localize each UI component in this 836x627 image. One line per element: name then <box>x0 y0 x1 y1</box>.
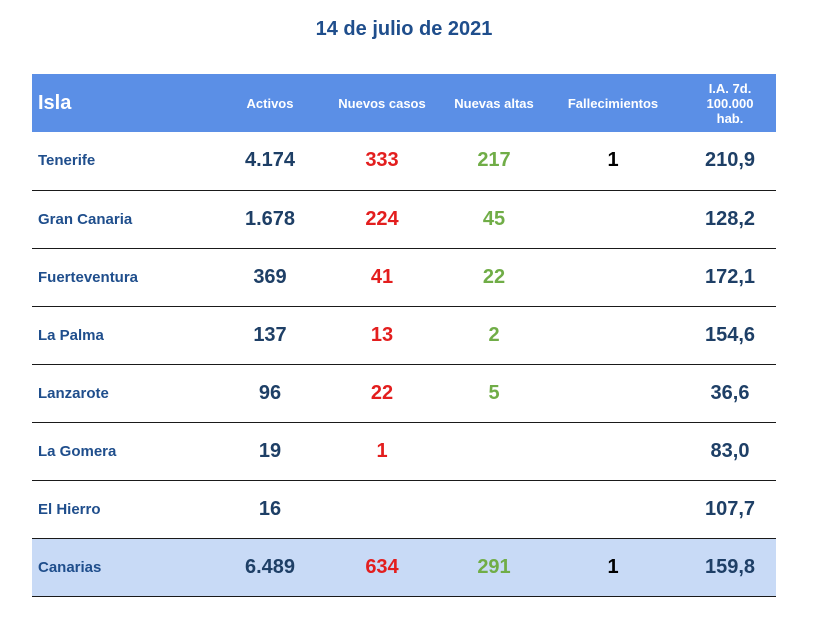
cell-activos: 96 <box>258 381 282 404</box>
cell-fallecimientos: 1 <box>607 555 619 578</box>
cell-nuevos-casos: 634 <box>365 555 399 578</box>
cell-activos: 137 <box>253 323 287 346</box>
table-header: Isla Activos Nuevos casos Nuevas altas F… <box>32 74 776 132</box>
cell-ia: 154,6 <box>704 323 756 346</box>
table-row: El Hierro 16 107,7 <box>32 480 776 538</box>
cell-fallecimientos <box>542 422 684 480</box>
cell-nuevas-altas <box>446 422 542 480</box>
cell-isla: La Palma <box>38 326 104 344</box>
table-row: Tenerife 4.174 333 217 1 210,9 <box>32 132 776 190</box>
cell-nuevas-altas: 291 <box>477 555 511 578</box>
cell-ia: 159,8 <box>704 555 756 578</box>
cell-isla: El Hierro <box>38 500 101 518</box>
cell-nuevas-altas: 22 <box>482 265 506 288</box>
cell-nuevos-casos: 1 <box>376 439 388 462</box>
column-header-ia-line3: hab. <box>716 110 744 126</box>
column-header-fallecimientos: Fallecimientos <box>567 95 659 111</box>
table-row: Fuerteventura 369 41 22 172,1 <box>32 248 776 306</box>
total-row: Canarias 6.489 634 291 1 159,8 <box>32 538 776 596</box>
cell-activos: 1.678 <box>244 207 296 230</box>
cell-nuevos-casos <box>318 480 446 538</box>
column-header-nuevas-altas: Nuevas altas <box>454 95 534 111</box>
cell-nuevos-casos: 333 <box>365 149 399 172</box>
cell-nuevos-casos: 224 <box>365 207 399 230</box>
cell-nuevas-altas <box>446 480 542 538</box>
cell-fallecimientos: 1 <box>607 149 619 172</box>
cell-ia: 36,6 <box>710 381 750 404</box>
column-header-activos: Activos <box>246 95 294 111</box>
cell-fallecimientos <box>542 190 684 248</box>
cell-nuevas-altas: 217 <box>477 149 511 172</box>
covid-islands-table: Isla Activos Nuevos casos Nuevas altas F… <box>32 74 776 597</box>
cell-activos: 369 <box>253 265 287 288</box>
column-header-ia: I.A. 7d. 100.000 hab. <box>684 74 776 132</box>
table-row: La Gomera 19 1 83,0 <box>32 422 776 480</box>
cell-nuevos-casos: 22 <box>370 381 394 404</box>
cell-fallecimientos <box>542 306 684 364</box>
table-row: Lanzarote 96 22 5 36,6 <box>32 364 776 422</box>
cell-fallecimientos <box>542 480 684 538</box>
cell-fallecimientos <box>542 248 684 306</box>
cell-activos: 16 <box>258 497 282 520</box>
cell-isla: Tenerife <box>38 152 96 170</box>
column-header-ia-line1: I.A. 7d. <box>708 80 752 96</box>
column-header-isla: Isla <box>38 91 72 114</box>
cell-isla: Gran Canaria <box>38 210 133 228</box>
cell-nuevas-altas: 5 <box>488 381 500 404</box>
cell-ia: 128,2 <box>704 207 756 230</box>
cell-isla: La Gomera <box>38 442 117 460</box>
column-header-nuevos-casos: Nuevos casos <box>338 95 426 111</box>
cell-activos: 4.174 <box>244 149 296 172</box>
cell-nuevos-casos: 41 <box>370 265 394 288</box>
cell-ia: 210,9 <box>704 149 756 172</box>
cell-ia: 172,1 <box>704 265 756 288</box>
cell-isla: Lanzarote <box>38 384 109 402</box>
column-header-ia-line2: 100.000 <box>706 95 754 111</box>
cell-nuevos-casos: 13 <box>370 323 394 346</box>
cell-activos: 6.489 <box>244 555 296 578</box>
cell-ia: 83,0 <box>710 439 750 462</box>
header-row: Isla Activos Nuevos casos Nuevas altas F… <box>32 74 776 132</box>
cell-nuevas-altas: 2 <box>488 323 500 346</box>
cell-fallecimientos <box>542 364 684 422</box>
table-body: Tenerife 4.174 333 217 1 210,9 Gran Cana… <box>32 132 776 596</box>
table-row: La Palma 137 13 2 154,6 <box>32 306 776 364</box>
cell-ia: 107,7 <box>704 497 756 520</box>
cell-nuevas-altas: 45 <box>482 207 506 230</box>
page-title: 14 de julio de 2021 <box>315 18 493 40</box>
cell-isla: Canarias <box>38 558 102 576</box>
cell-isla: Fuerteventura <box>38 268 139 286</box>
table-row: Gran Canaria 1.678 224 45 128,2 <box>32 190 776 248</box>
cell-activos: 19 <box>258 439 282 462</box>
